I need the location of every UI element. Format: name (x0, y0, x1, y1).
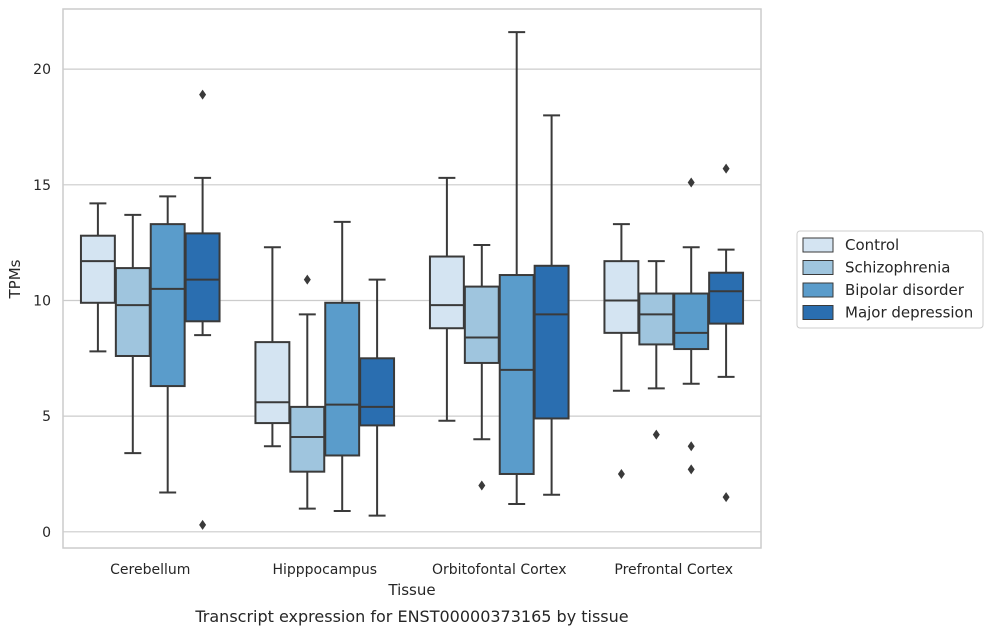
outlier-point (199, 519, 207, 530)
x-tick-labels: Cerebellum Hipppocampus Orbitofontal Corte… (110, 562, 733, 578)
iqr-box (708, 271, 745, 325)
x-tick-label: Prefrontal Cortex (614, 562, 733, 578)
box-major-depression (359, 278, 396, 517)
iqr-box (359, 357, 396, 427)
outlier-point (303, 274, 311, 285)
y-tick-labels: 0 5 10 15 20 (33, 62, 51, 541)
box-bipolar-disorder (498, 31, 535, 506)
outlier-point (687, 464, 695, 475)
y-tick-label: 5 (42, 409, 51, 425)
iqr-box (289, 405, 326, 473)
box-control (428, 176, 465, 422)
box-groups (79, 31, 745, 530)
box-control (603, 223, 640, 479)
legend-label: Bipolar disorder (845, 281, 965, 299)
y-tick-label: 0 (42, 525, 51, 541)
box-schizophrenia (638, 260, 675, 440)
legend-swatch (802, 260, 834, 275)
outlier-point (722, 492, 730, 503)
iqr-box (254, 341, 291, 425)
box-bipolar-disorder (673, 177, 710, 475)
legend-label: Major depression (845, 304, 973, 322)
iqr-box (463, 285, 500, 364)
iqr-box (79, 234, 116, 304)
iqr-box (533, 264, 570, 420)
x-axis-label: Tissue (387, 581, 435, 599)
iqr-box (603, 260, 640, 334)
iqr-box (428, 255, 465, 330)
x-tick-label: Cerebellum (110, 562, 190, 578)
box-bipolar-disorder (149, 195, 186, 494)
iqr-box (184, 232, 221, 323)
box-control (79, 202, 116, 353)
y-tick-label: 10 (33, 293, 51, 309)
box-schizophrenia (463, 243, 500, 491)
plot-frame (62, 8, 762, 549)
outlier-point (687, 177, 695, 188)
legend-swatch (802, 237, 834, 253)
iqr-box (673, 292, 710, 351)
outlier-point (687, 441, 695, 452)
iqr-box (149, 223, 186, 388)
outlier-point (722, 163, 730, 174)
iqr-box (114, 267, 151, 357)
iqr-box (324, 301, 361, 457)
iqr-box (638, 292, 675, 346)
x-tick-label: Hipppocampus (272, 562, 377, 578)
outlier-point (652, 429, 660, 440)
box-major-depression (708, 163, 745, 503)
box-major-depression (533, 114, 570, 496)
legend-frame (796, 230, 984, 329)
box-control (254, 246, 291, 448)
outlier-point (199, 89, 207, 100)
box-schizophrenia (289, 274, 326, 510)
y-tick-label: 20 (33, 62, 51, 78)
iqr-box (498, 274, 535, 475)
chart-title: Transcript expression for ENST0000037316… (194, 607, 628, 626)
box-major-depression (184, 89, 221, 530)
legend-label: Schizophrenia (845, 259, 950, 277)
legend-label: Control (845, 236, 899, 254)
y-axis-label: TPMs (6, 259, 24, 299)
outlier-point (478, 480, 486, 491)
legend-swatch (802, 305, 834, 320)
outlier-point (617, 468, 625, 479)
x-tick-label: Orbitofontal Cortex (432, 562, 567, 578)
legend-swatch (802, 282, 834, 298)
legend: Control Schizophrenia Bipolar disorder Majo… (796, 230, 984, 329)
box-schizophrenia (114, 213, 151, 455)
y-tick-label: 15 (33, 178, 51, 194)
box-bipolar-disorder (324, 220, 361, 512)
